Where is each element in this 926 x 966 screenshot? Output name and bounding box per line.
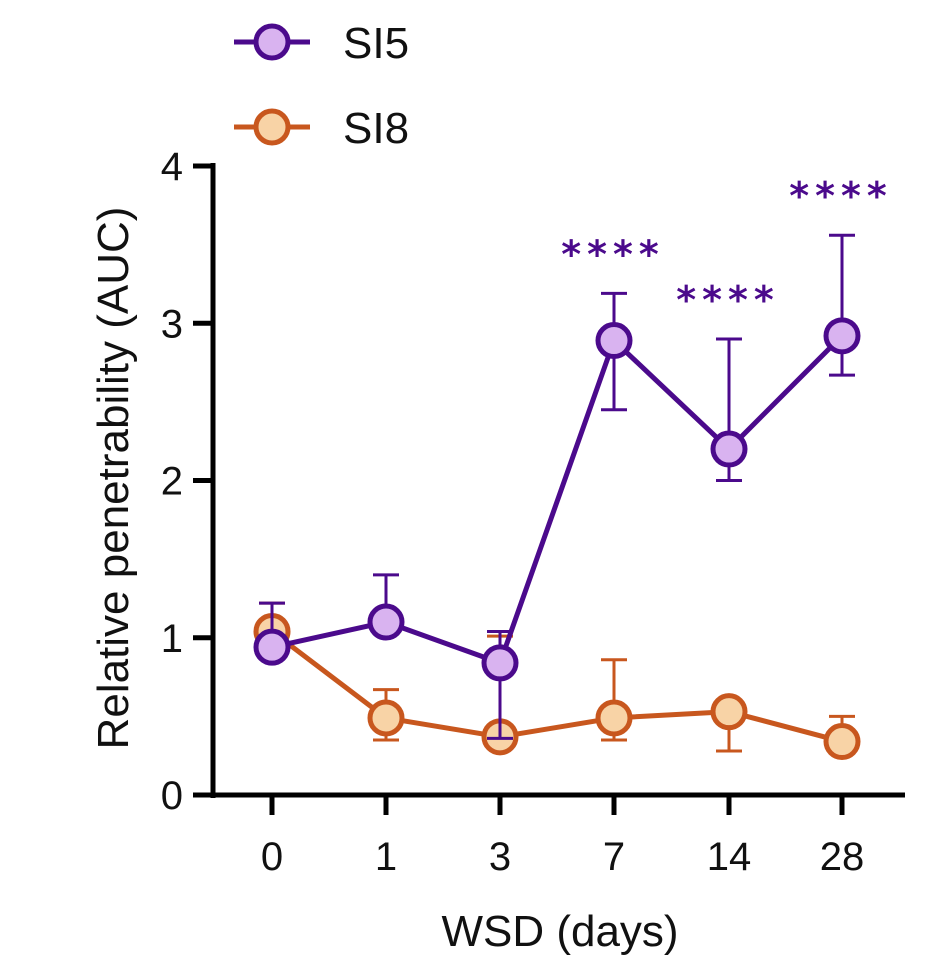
data-point [823,723,861,761]
series-si8 [253,601,861,761]
x-tick-label: 1 [375,835,397,879]
significance-label: **** [676,278,780,322]
y-tick-label: 0 [161,774,183,818]
x-tick-label: 28 [820,835,865,879]
series-line [270,629,843,744]
x-axis-title: WSD (days) [441,907,678,956]
y-tick-label: 3 [161,302,183,346]
data-point [367,603,405,641]
data-point [367,699,405,737]
x-tick-label: 7 [603,835,625,879]
x-tick-label: 0 [261,835,283,879]
legend-label: SI8 [343,104,409,153]
data-point [595,322,633,360]
legend-label: SI5 [343,19,409,68]
legend-marker [253,23,291,61]
data-point [823,317,861,355]
legend-marker [253,108,291,146]
legend: SI5 SI8 [234,19,409,153]
axes: 0 1 2 3 4 0 1 3 7 14 28 [161,145,905,879]
y-axis-title: Relative penetrability (AUC) [89,207,138,750]
data-point [710,430,748,468]
y-tick-label: 2 [161,460,183,504]
data-point [595,699,633,737]
legend-item-si8: SI8 [234,104,409,153]
y-tick-label: 4 [161,145,183,189]
x-tick-label: 3 [489,835,511,879]
significance-label: **** [561,232,665,276]
significance-label: **** [789,174,893,218]
legend-item-si5: SI5 [234,19,409,68]
x-tick-label: 14 [707,835,752,879]
data-point [481,644,519,682]
data-point [710,693,748,731]
series-si5: ************ [253,174,893,740]
series-layer: ************ [253,174,893,761]
y-tick-label: 1 [161,617,183,661]
series-line [271,334,844,666]
data-point [253,628,291,666]
